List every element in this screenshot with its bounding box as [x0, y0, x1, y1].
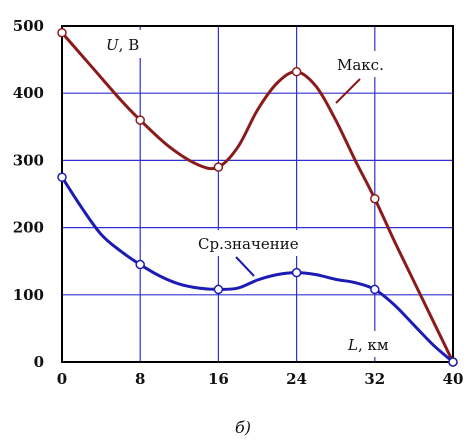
series-line-0 [60, 31, 455, 363]
data-point [135, 115, 145, 125]
x-tick-label: 24 [286, 370, 307, 388]
x-tick-label: 16 [208, 370, 229, 388]
legend-max-label: Макс. [337, 56, 384, 74]
y-tick-label: 200 [13, 219, 44, 237]
x-axis-label-bg [343, 331, 413, 357]
y-axis-label-bg [102, 30, 162, 58]
caption: б) [235, 418, 251, 437]
data-point [213, 284, 224, 295]
legend-max-leader [335, 78, 361, 104]
data-point [291, 267, 302, 278]
data-point [213, 162, 224, 172]
legend-avg-label: Ср.значение [198, 235, 299, 253]
y-tick-label: 0 [34, 353, 44, 371]
data-point [57, 27, 67, 38]
y-tick-label: 500 [13, 17, 44, 35]
y-tick-label: 300 [13, 151, 44, 169]
plot-frame [61, 25, 454, 363]
data-point [57, 172, 67, 182]
x-tick-label: 32 [364, 370, 385, 388]
x-axis-label: L, км [347, 336, 389, 354]
y-axis-label: U, В [106, 36, 139, 54]
y-tick-label: 100 [13, 286, 44, 304]
legend-avg-leader [235, 256, 255, 277]
series-line-1 [60, 176, 454, 364]
x-tick-label: 0 [57, 370, 67, 388]
series-layer [57, 27, 458, 367]
x-tick-label: 40 [443, 370, 464, 388]
annotations: U, В Макс. Ср.значение L, км б) [102, 30, 419, 437]
legend-avg-bg [195, 230, 321, 256]
x-tick-label: 8 [135, 370, 145, 388]
data-point [135, 259, 145, 270]
data-point [448, 357, 458, 367]
legend-max-bg [333, 51, 419, 77]
data-point [370, 284, 380, 295]
data-point [291, 66, 302, 77]
y-tick-label: 400 [13, 84, 44, 102]
data-point [370, 193, 380, 204]
